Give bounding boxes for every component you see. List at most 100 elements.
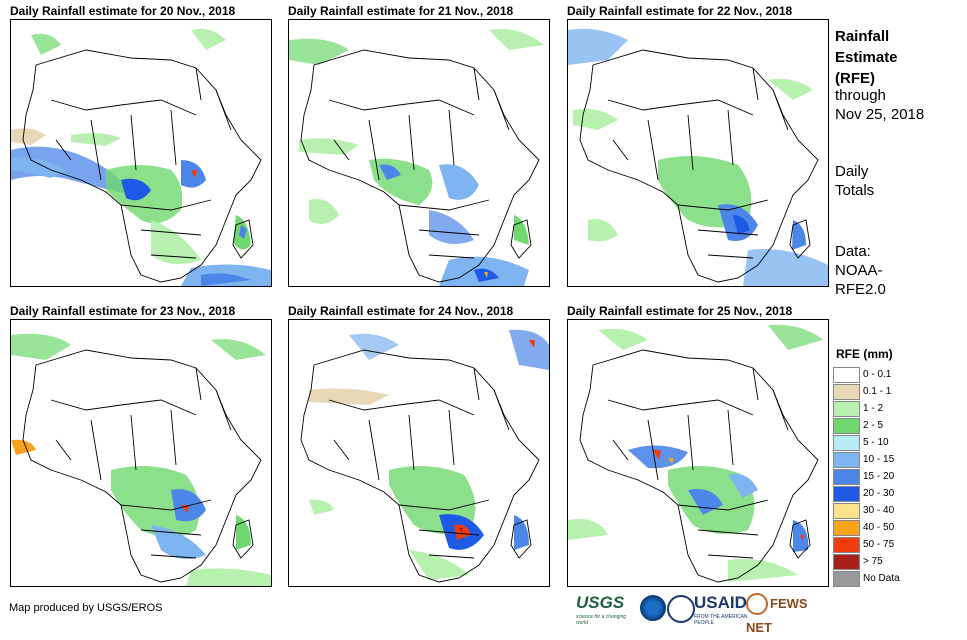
noaa-logo-icon <box>640 595 666 621</box>
rainfall-overlay <box>11 333 271 586</box>
legend-swatch <box>833 452 860 468</box>
legend-swatch <box>833 469 860 485</box>
country-borders <box>300 49 540 283</box>
legend-item: 1 - 2 <box>833 401 953 418</box>
usgs-wordmark: USGS <box>576 593 625 612</box>
legend-item: 2 - 5 <box>833 418 953 435</box>
legend-item: 0.1 - 1 <box>833 384 953 401</box>
legend-title: RFE (mm) <box>836 347 893 361</box>
legend-label: 40 - 50 <box>863 522 895 533</box>
legend-label: No Data <box>863 573 900 584</box>
map-panel-nov-25: Daily Rainfall estimate for 25 Nov., 201… <box>567 303 829 587</box>
rainfall-overlay <box>568 324 823 582</box>
data-line-3: RFE2.0 <box>835 281 886 298</box>
legend-item: 40 - 50 <box>833 520 953 537</box>
legend-label: > 75 <box>863 556 883 567</box>
legend-label: 5 - 10 <box>863 437 889 448</box>
map-svg <box>11 28 271 286</box>
legend-swatch <box>833 367 860 383</box>
agency-logos: USGS science for a changing world USAID … <box>576 592 830 635</box>
usaid-logo: USAID FROM THE AMERICAN PEOPLE <box>694 592 754 626</box>
title-line-3: (RFE) <box>835 70 875 87</box>
legend-item: 30 - 40 <box>833 503 953 520</box>
product-title: Rainfall Estimate (RFE) <box>835 26 898 89</box>
map-svg <box>289 29 544 286</box>
usgs-logo: USGS science for a changing world <box>576 592 636 626</box>
legend-swatch <box>833 384 860 400</box>
fews-globe-icon <box>746 592 768 615</box>
country-borders <box>579 349 819 583</box>
panel-title: Daily Rainfall estimate for 24 Nov., 201… <box>288 304 514 318</box>
legend-swatch <box>833 435 860 451</box>
legend-item: 10 - 15 <box>833 452 953 469</box>
usgs-tagline: science for a changing world <box>576 614 627 626</box>
legend-label: 0.1 - 1 <box>863 386 892 397</box>
title-line-2: Estimate <box>835 49 898 66</box>
legend-item: 5 - 10 <box>833 435 953 452</box>
legend-label: 50 - 75 <box>863 539 895 550</box>
fews-net-logo: FEWS NET <box>746 592 830 635</box>
legend: 0 - 0.1 0.1 - 1 1 - 2 2 - 5 5 - 10 10 - 15 15 … <box>833 367 953 588</box>
through-date: through Nov 25, 2018 <box>835 86 924 124</box>
rainfall-map <box>567 319 829 587</box>
panel-title: Daily Rainfall estimate for 25 Nov., 201… <box>567 304 793 318</box>
legend-swatch <box>833 401 860 417</box>
usaid-wordmark: USAID <box>694 593 747 612</box>
data-source: Data: NOAA- RFE2.0 <box>835 242 886 299</box>
usaid-tagline: FROM THE AMERICAN PEOPLE <box>694 614 748 626</box>
totals-note: Daily Totals <box>835 162 874 200</box>
legend-swatch <box>833 418 860 434</box>
legend-swatch <box>833 537 860 553</box>
legend-item: 20 - 30 <box>833 486 953 503</box>
legend-swatch <box>833 486 860 502</box>
legend-label: 15 - 20 <box>863 471 895 482</box>
map-panel-nov-22: Daily Rainfall estimate for 22 Nov., 201… <box>567 3 829 287</box>
map-svg <box>11 333 271 586</box>
legend-label: 30 - 40 <box>863 505 895 516</box>
map-svg <box>568 28 828 286</box>
rainfall-map <box>567 19 829 287</box>
rainfall-overlay <box>289 29 544 286</box>
totals-line-1: Daily <box>835 163 869 180</box>
through-value: Nov 25, 2018 <box>835 106 925 123</box>
legend-item: 0 - 0.1 <box>833 367 953 384</box>
legend-label: 2 - 5 <box>863 420 884 431</box>
map-credit: Map produced by USGS/EROS <box>9 602 163 614</box>
country-borders <box>22 49 262 283</box>
map-panel-nov-23: Daily Rainfall estimate for 23 Nov., 201… <box>10 303 272 587</box>
legend-label: 1 - 2 <box>863 403 884 414</box>
legend-swatch <box>833 571 860 587</box>
country-borders <box>22 349 262 583</box>
legend-label: 0 - 0.1 <box>863 369 892 380</box>
rainfall-overlay <box>309 329 549 580</box>
rainfall-map <box>10 19 272 287</box>
rainfall-map <box>288 19 550 287</box>
map-panel-nov-20: Daily Rainfall estimate for 20 Nov., 201… <box>10 3 272 287</box>
panel-title: Daily Rainfall estimate for 22 Nov., 201… <box>567 4 793 18</box>
legend-item: 15 - 20 <box>833 469 953 486</box>
panel-title: Daily Rainfall estimate for 23 Nov., 201… <box>10 304 236 318</box>
rainfall-overlay <box>11 28 271 286</box>
legend-label: 20 - 30 <box>863 488 895 499</box>
panel-title: Daily Rainfall estimate for 21 Nov., 201… <box>288 4 514 18</box>
legend-swatch <box>833 503 860 519</box>
legend-item: No Data <box>833 571 953 588</box>
legend-item: > 75 <box>833 554 953 571</box>
country-borders <box>579 49 819 283</box>
map-panel-nov-21: Daily Rainfall estimate for 21 Nov., 201… <box>288 3 550 287</box>
map-svg <box>568 324 823 583</box>
data-line-1: Data: <box>835 243 871 260</box>
through-label: through <box>835 87 886 104</box>
title-line-1: Rainfall <box>835 28 890 45</box>
legend-label: 10 - 15 <box>863 454 895 465</box>
rainfall-map <box>288 319 550 587</box>
map-svg <box>300 329 549 583</box>
legend-item: 50 - 75 <box>833 537 953 554</box>
usaid-seal-icon <box>667 595 695 623</box>
panel-title: Daily Rainfall estimate for 20 Nov., 201… <box>10 4 236 18</box>
data-line-2: NOAA- <box>835 262 883 279</box>
map-panel-nov-24: Daily Rainfall estimate for 24 Nov., 201… <box>288 303 550 587</box>
rainfall-overlay <box>568 28 828 286</box>
country-borders <box>300 349 540 583</box>
legend-swatch <box>833 554 860 570</box>
